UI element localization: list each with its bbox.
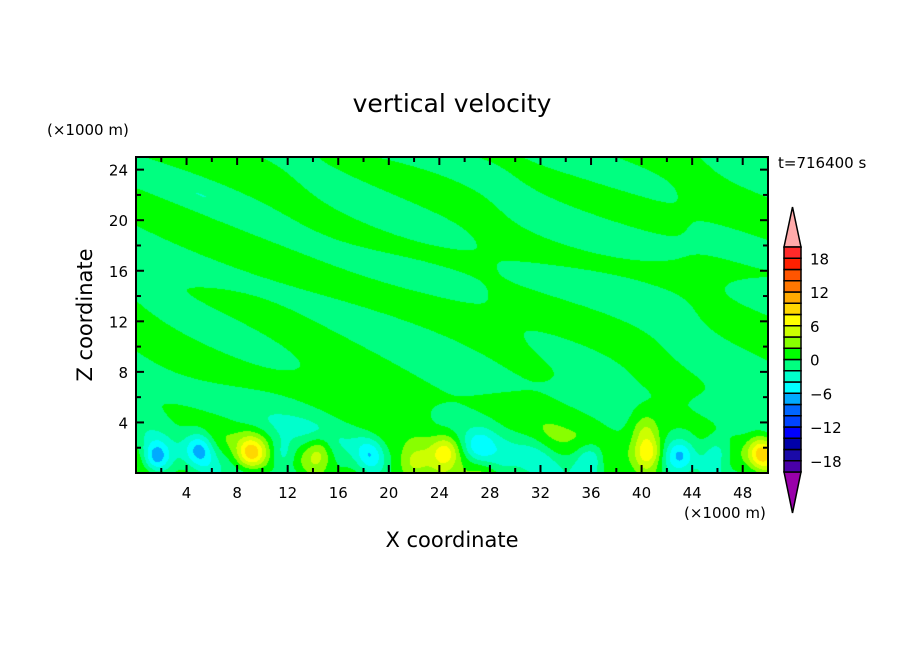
colorbar-label: 6 <box>810 318 820 336</box>
x-unit-label: (×1000 m) <box>684 504 766 522</box>
y-tick-label: 12 <box>109 313 128 331</box>
colorbar-label: 0 <box>810 352 820 370</box>
y-tick-label: 8 <box>118 364 128 382</box>
colorbar-box <box>783 415 802 428</box>
colorbar-box <box>783 336 802 349</box>
plot-frame <box>135 156 769 474</box>
colorbar-box <box>783 291 802 304</box>
chart-title: vertical velocity <box>353 89 552 118</box>
x-tick-label: 40 <box>632 484 651 502</box>
colorbar-label: 18 <box>810 250 829 268</box>
colorbar-box <box>783 280 802 293</box>
y-unit-label: (×1000 m) <box>47 121 129 139</box>
colorbar-box <box>783 426 802 439</box>
colorbar-label: −18 <box>810 453 842 471</box>
colorbar-box <box>783 448 802 462</box>
colorbar-box <box>783 437 802 451</box>
x-tick-label: 36 <box>581 484 600 502</box>
colorbar-box <box>783 403 802 417</box>
time-label: t=716400 s <box>778 154 866 172</box>
colorbar-box <box>783 347 802 361</box>
colorbar-over-triangle <box>783 206 802 248</box>
y-axis-label: Z coordinate <box>73 248 97 381</box>
x-tick-label: 44 <box>683 484 702 502</box>
colorbar-box <box>783 325 802 338</box>
x-tick-label: 20 <box>379 484 398 502</box>
y-tick-label: 16 <box>109 263 128 281</box>
colorbar-label: −6 <box>810 385 832 403</box>
colorbar-box <box>783 381 802 394</box>
x-tick-label: 12 <box>278 484 297 502</box>
x-tick-label: 8 <box>232 484 242 502</box>
colorbar-box <box>783 268 802 282</box>
x-tick-label: 32 <box>531 484 550 502</box>
colorbar-label: 12 <box>810 284 829 302</box>
x-tick-label: 24 <box>430 484 449 502</box>
x-axis-label: X coordinate <box>385 528 518 552</box>
y-tick-label: 4 <box>118 414 128 432</box>
colorbar-box <box>783 313 802 327</box>
colorbar-box <box>783 302 802 316</box>
colorbar-box <box>783 358 802 372</box>
contour-field <box>136 157 768 473</box>
colorbar-label: −12 <box>810 419 842 437</box>
colorbar-box <box>783 460 802 473</box>
y-tick-label: 24 <box>109 162 128 180</box>
colorbar-under-triangle <box>783 471 802 514</box>
x-tick-label: 48 <box>733 484 752 502</box>
x-tick-label: 4 <box>182 484 192 502</box>
y-tick-label: 20 <box>109 212 128 230</box>
x-tick-label: 16 <box>329 484 348 502</box>
colorbar-box <box>783 370 802 383</box>
colorbar-box <box>783 246 802 259</box>
colorbar-box <box>783 392 802 406</box>
colorbar-box <box>783 257 802 271</box>
x-tick-label: 28 <box>480 484 499 502</box>
